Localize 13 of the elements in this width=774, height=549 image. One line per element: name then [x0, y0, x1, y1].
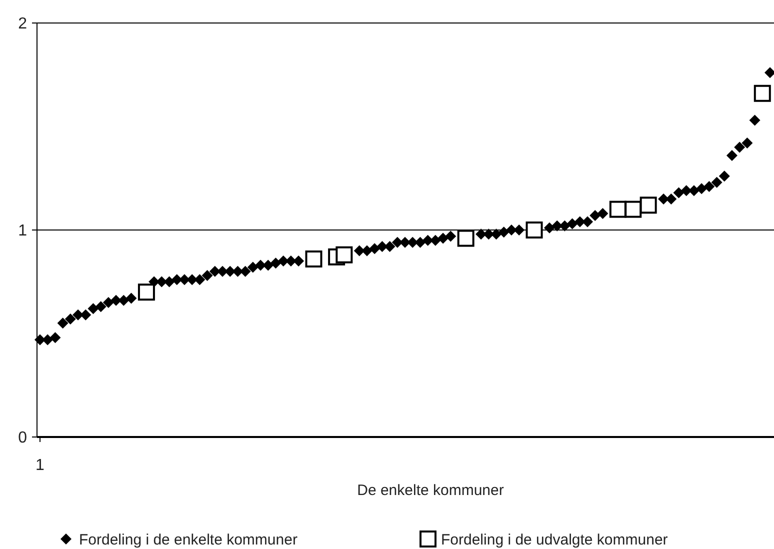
point: [336, 246, 353, 264]
y-tick-label: 1: [18, 222, 28, 240]
legend-label: Fordeling i de udvalgte kommuner: [441, 531, 668, 548]
point: [754, 84, 771, 102]
point: [305, 250, 322, 268]
y-tick-label: 2: [18, 16, 28, 33]
point: [138, 284, 155, 301]
point: [526, 222, 543, 238]
point: [640, 196, 657, 214]
point: [457, 230, 474, 247]
x-axis-title: De enkelte kommuner: [357, 482, 504, 499]
y-tick-label: 0: [18, 430, 28, 447]
legend-label: Fordeling i de enkelte kommuner: [79, 531, 298, 548]
